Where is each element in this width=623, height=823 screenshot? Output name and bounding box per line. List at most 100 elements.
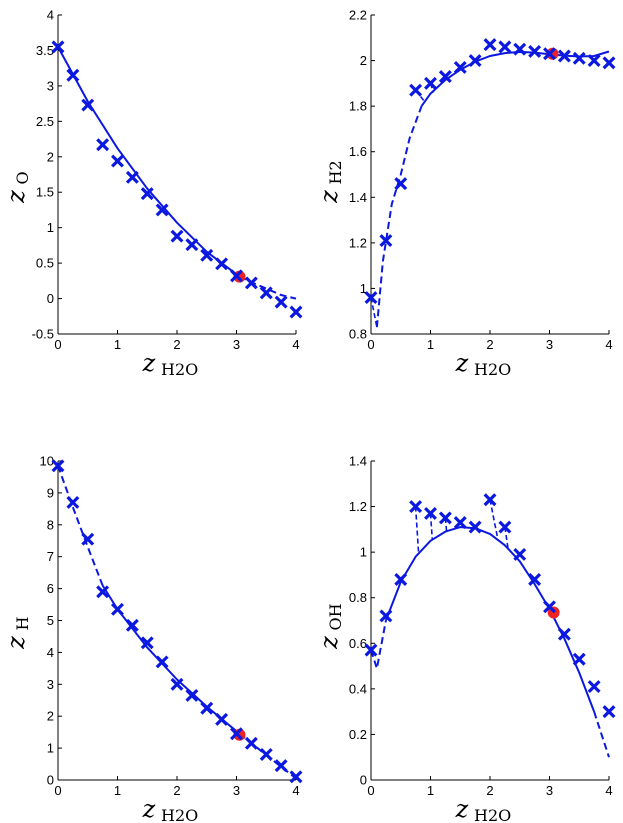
- data-point: [379, 234, 393, 248]
- data-point: [394, 573, 408, 586]
- data-point: [200, 701, 214, 715]
- data-point: [51, 40, 65, 54]
- data-point: [66, 496, 80, 509]
- data-point: [259, 748, 273, 761]
- x-tick-label: 0: [367, 783, 374, 798]
- y-tick-label: 4: [47, 8, 54, 23]
- y-tick-label: 2.2: [349, 8, 367, 23]
- data-point: [364, 643, 378, 657]
- x-tick-label: 0: [367, 337, 374, 352]
- data-point: [587, 680, 601, 694]
- data-point: [468, 520, 482, 534]
- data-point: [528, 44, 542, 58]
- data-point: [125, 170, 139, 184]
- data-point: [498, 40, 512, 54]
- data-point: [140, 187, 154, 201]
- y-tick-label: 0.8: [349, 590, 367, 605]
- y-axis-label: z: [2, 190, 30, 204]
- data-point: [438, 511, 452, 525]
- y-tick-label: 2: [47, 709, 54, 724]
- data-point: [274, 295, 288, 309]
- data-point: [498, 520, 512, 534]
- extrapolation-tail: [593, 711, 610, 758]
- x-tick-label: 2: [486, 783, 493, 798]
- data-point: [155, 655, 169, 669]
- x-axis-label-subscript: H2O: [474, 806, 511, 823]
- y-axis-label: z: [2, 636, 30, 650]
- data-point: [557, 49, 571, 63]
- y-tick-label: 3: [47, 677, 54, 692]
- data-point: [140, 636, 154, 650]
- data-point: [66, 68, 80, 82]
- x-axis-label: z: [455, 349, 469, 377]
- data-point: [81, 98, 95, 112]
- x-tick-label: 4: [292, 783, 299, 798]
- x-axis-label-subscript: H2O: [474, 360, 511, 379]
- data-point: [274, 759, 288, 773]
- data-point: [409, 500, 423, 514]
- y-tick-label: 10: [40, 454, 54, 469]
- y-tick-label: 4: [47, 645, 54, 660]
- data-point: [230, 269, 243, 283]
- x-tick-label: 4: [605, 783, 612, 798]
- data-point: [244, 276, 258, 290]
- data-point: [483, 38, 497, 52]
- y-tick-label: 2.5: [36, 114, 54, 129]
- y-tick-label: 6: [47, 581, 54, 596]
- residual-line: [414, 506, 420, 554]
- residual-line: [370, 297, 378, 328]
- x-tick-label: 3: [233, 337, 240, 352]
- data-point: [185, 238, 199, 252]
- data-point: [215, 257, 229, 271]
- fit-curve: [101, 584, 241, 735]
- y-tick-label: 0: [47, 291, 54, 306]
- y-tick-label: 0.6: [349, 636, 367, 651]
- data-point: [51, 459, 65, 473]
- data-point: [468, 54, 482, 68]
- y-tick-label: 1.6: [349, 144, 367, 159]
- data-point: [111, 602, 124, 616]
- y-tick-label: 2: [360, 53, 367, 68]
- residual-line: [429, 513, 434, 540]
- data-point: [215, 712, 229, 726]
- y-axis-label-subscript: H2: [326, 160, 345, 184]
- y-tick-label: 9: [47, 485, 54, 500]
- y-tick-label: 1: [360, 281, 367, 296]
- y-tick-label: 0.8: [349, 327, 367, 342]
- data-point: [155, 203, 169, 217]
- residual-line: [504, 526, 509, 548]
- x-axis-label: z: [142, 349, 156, 377]
- extrapolation-curve: [370, 620, 387, 669]
- data-point: [453, 516, 467, 529]
- data-point: [543, 600, 556, 614]
- data-point: [111, 154, 124, 168]
- data-point: [409, 83, 423, 97]
- data-point: [125, 618, 139, 632]
- y-tick-label: 0: [47, 773, 54, 788]
- x-axis-label-subscript: H2O: [161, 806, 198, 823]
- fit-curve: [384, 526, 596, 712]
- x-tick-label: 4: [292, 337, 299, 352]
- x-tick-label: 1: [114, 783, 121, 798]
- extrapolation-curve: [375, 105, 423, 328]
- data-point: [572, 652, 586, 666]
- y-tick-label: 2: [47, 149, 54, 164]
- data-point: [587, 54, 601, 68]
- y-axis-label: z: [315, 190, 343, 204]
- highlight-point: [233, 270, 246, 283]
- data-point: [572, 51, 586, 65]
- y-tick-label: 3: [47, 78, 54, 93]
- data-point: [289, 305, 303, 319]
- data-point: [96, 138, 110, 152]
- x-axis-label: z: [142, 795, 156, 823]
- y-tick-label: 0.2: [349, 727, 367, 742]
- data-point: [259, 286, 273, 300]
- data-point: [170, 677, 184, 691]
- data-point: [230, 727, 243, 741]
- data-point: [528, 573, 542, 586]
- y-tick-label: 7: [47, 549, 54, 564]
- y-tick-label: 0: [360, 773, 367, 788]
- fit-curve: [57, 46, 241, 278]
